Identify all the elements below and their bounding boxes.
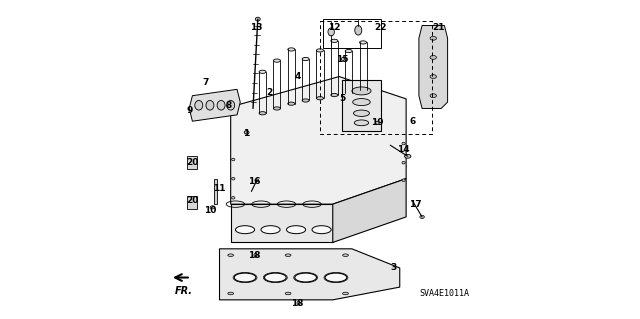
Ellipse shape: [232, 197, 235, 199]
Polygon shape: [419, 26, 447, 108]
Text: 20: 20: [186, 158, 198, 167]
Text: 5: 5: [339, 94, 346, 103]
Polygon shape: [342, 80, 381, 131]
Ellipse shape: [430, 56, 436, 59]
Ellipse shape: [420, 215, 424, 219]
Text: 6: 6: [410, 117, 415, 126]
Text: 14: 14: [397, 145, 409, 154]
Text: 16: 16: [248, 177, 261, 186]
Ellipse shape: [302, 57, 309, 61]
Ellipse shape: [255, 179, 259, 182]
Ellipse shape: [228, 254, 234, 256]
Text: 15: 15: [336, 55, 349, 63]
Text: 3: 3: [390, 263, 397, 272]
Polygon shape: [220, 249, 400, 300]
Text: 18: 18: [248, 251, 261, 260]
Ellipse shape: [345, 49, 352, 53]
Text: 11: 11: [213, 184, 226, 193]
Ellipse shape: [342, 292, 348, 295]
Ellipse shape: [189, 161, 195, 165]
Text: SVA4E1011A: SVA4E1011A: [419, 289, 469, 298]
Ellipse shape: [402, 179, 405, 182]
Ellipse shape: [331, 39, 338, 42]
Polygon shape: [187, 196, 197, 209]
Text: 12: 12: [328, 23, 340, 32]
Bar: [214, 179, 217, 204]
Text: 17: 17: [410, 200, 422, 209]
Ellipse shape: [234, 273, 256, 282]
Ellipse shape: [217, 100, 225, 110]
Ellipse shape: [353, 110, 369, 116]
Ellipse shape: [341, 57, 344, 61]
Ellipse shape: [244, 131, 249, 134]
Ellipse shape: [360, 41, 367, 44]
Ellipse shape: [273, 59, 280, 62]
Ellipse shape: [288, 102, 295, 105]
Ellipse shape: [195, 100, 203, 110]
Text: 21: 21: [432, 23, 444, 32]
Ellipse shape: [273, 107, 280, 110]
Text: 1: 1: [243, 130, 250, 138]
Ellipse shape: [331, 93, 338, 97]
Text: 13: 13: [250, 23, 262, 32]
Text: 19: 19: [371, 118, 384, 127]
Ellipse shape: [206, 100, 214, 110]
Text: 18: 18: [291, 299, 304, 308]
Text: 8: 8: [226, 101, 232, 110]
Ellipse shape: [345, 91, 352, 94]
Ellipse shape: [376, 121, 380, 124]
Ellipse shape: [317, 49, 323, 52]
Ellipse shape: [227, 100, 235, 110]
Ellipse shape: [312, 226, 331, 234]
Text: 10: 10: [204, 206, 216, 215]
Ellipse shape: [264, 273, 286, 282]
Text: 20: 20: [186, 197, 198, 205]
Ellipse shape: [302, 99, 309, 102]
Text: 7: 7: [202, 78, 209, 87]
Ellipse shape: [232, 158, 235, 161]
Polygon shape: [230, 204, 333, 242]
Ellipse shape: [404, 154, 411, 158]
Ellipse shape: [259, 70, 266, 73]
Text: FR.: FR.: [175, 286, 193, 295]
Ellipse shape: [295, 273, 317, 282]
Ellipse shape: [254, 253, 257, 257]
Ellipse shape: [353, 99, 371, 106]
Ellipse shape: [255, 17, 260, 21]
Polygon shape: [187, 156, 197, 169]
Text: 9: 9: [186, 106, 193, 115]
Ellipse shape: [325, 273, 347, 282]
Ellipse shape: [297, 301, 300, 305]
Ellipse shape: [259, 112, 266, 115]
Ellipse shape: [430, 75, 436, 78]
Ellipse shape: [317, 97, 323, 100]
Ellipse shape: [228, 292, 234, 295]
Polygon shape: [189, 89, 240, 121]
Ellipse shape: [189, 199, 195, 203]
Ellipse shape: [430, 94, 436, 98]
Polygon shape: [333, 179, 406, 242]
Text: 2: 2: [266, 88, 272, 97]
Ellipse shape: [402, 142, 405, 145]
Ellipse shape: [328, 28, 334, 36]
Ellipse shape: [342, 254, 348, 256]
Ellipse shape: [287, 226, 306, 234]
Ellipse shape: [232, 177, 235, 180]
Ellipse shape: [285, 254, 291, 256]
Ellipse shape: [288, 48, 295, 51]
Ellipse shape: [430, 36, 436, 40]
Ellipse shape: [210, 206, 215, 209]
Ellipse shape: [261, 226, 280, 234]
Ellipse shape: [236, 226, 255, 234]
Ellipse shape: [285, 292, 291, 295]
Text: 4: 4: [294, 72, 301, 81]
Text: 22: 22: [374, 23, 387, 32]
Ellipse shape: [360, 89, 367, 92]
Ellipse shape: [355, 26, 362, 35]
Polygon shape: [230, 77, 406, 204]
Ellipse shape: [402, 161, 405, 164]
Ellipse shape: [355, 120, 369, 126]
Ellipse shape: [352, 87, 371, 95]
